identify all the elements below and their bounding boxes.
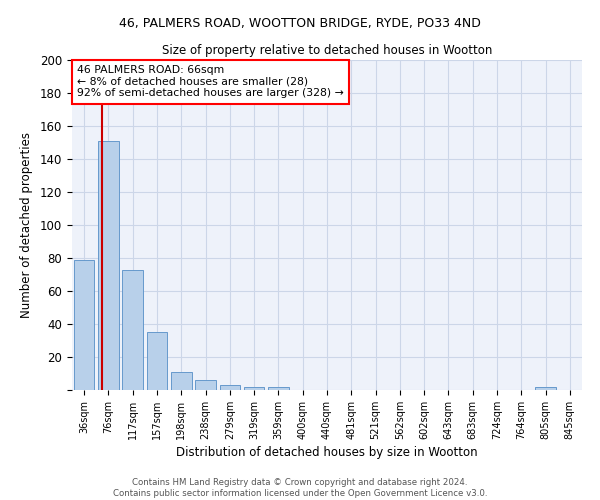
Text: Contains HM Land Registry data © Crown copyright and database right 2024.
Contai: Contains HM Land Registry data © Crown c…	[113, 478, 487, 498]
Bar	[171, 372, 191, 390]
Text: 46, PALMERS ROAD, WOOTTON BRIDGE, RYDE, PO33 4ND: 46, PALMERS ROAD, WOOTTON BRIDGE, RYDE, …	[119, 18, 481, 30]
Bar	[535, 386, 556, 390]
Bar	[146, 332, 167, 390]
Bar	[268, 386, 289, 390]
Bar	[220, 385, 240, 390]
Bar	[74, 260, 94, 390]
Bar	[244, 386, 265, 390]
Bar	[98, 141, 119, 390]
Bar	[122, 270, 143, 390]
Y-axis label: Number of detached properties: Number of detached properties	[20, 132, 33, 318]
X-axis label: Distribution of detached houses by size in Wootton: Distribution of detached houses by size …	[176, 446, 478, 459]
Title: Size of property relative to detached houses in Wootton: Size of property relative to detached ho…	[162, 44, 492, 58]
Bar	[195, 380, 216, 390]
Text: 46 PALMERS ROAD: 66sqm
← 8% of detached houses are smaller (28)
92% of semi-deta: 46 PALMERS ROAD: 66sqm ← 8% of detached …	[77, 65, 344, 98]
